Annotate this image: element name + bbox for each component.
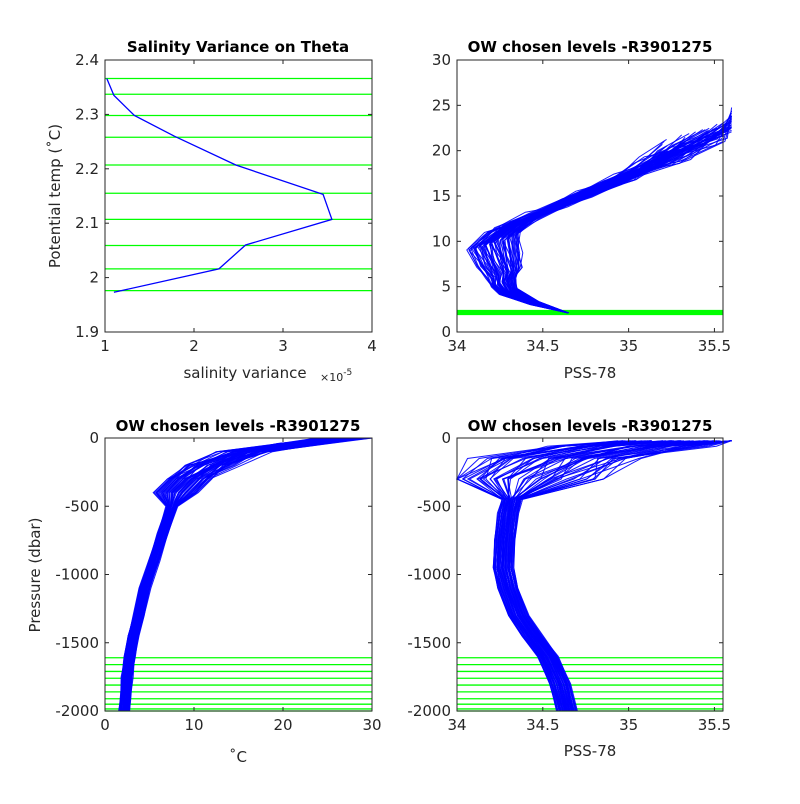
y-tick-label: -500 xyxy=(417,497,451,515)
series-line xyxy=(513,120,732,314)
axes-box xyxy=(104,59,373,333)
series-line xyxy=(503,440,701,712)
y-tick-label: 2.2 xyxy=(75,160,99,178)
x-tick-label: 20 xyxy=(273,716,292,734)
y-tick-label: -2000 xyxy=(55,702,99,720)
x-tick-label: 34.5 xyxy=(526,337,559,355)
series-line xyxy=(505,440,732,712)
plot-area xyxy=(105,437,373,712)
x-tick-label: 2 xyxy=(189,337,199,355)
ticks: 0 10 20 30 -2000 -1500 -1000 -500 0 xyxy=(55,429,381,734)
x-tick-label: 35 xyxy=(619,716,638,734)
x-axis-label: salinity variance xyxy=(183,364,306,382)
ticks: 34 34.5 35 35.5 -2000 -1500 -1000 -500 0 xyxy=(407,429,731,734)
y-tick-label: 20 xyxy=(432,142,451,160)
ticks: 1 2 3 4 1.9 2 2.1 2.2 2.3 2.4 xyxy=(75,51,377,355)
chart-title: OW chosen levels -R3901275 xyxy=(468,38,713,56)
panel-salinity-pressure: OW chosen levels -R3901275 34 34.5 35 35.5 -… xyxy=(407,417,732,760)
series-line xyxy=(513,440,732,712)
y-axis-label: Potential temp (˚C) xyxy=(46,124,64,268)
y-tick-label: 0 xyxy=(89,429,99,447)
x-tick-label: 34.5 xyxy=(526,716,559,734)
y-tick-label: -1000 xyxy=(407,566,451,584)
panel-temperature-pressure: OW chosen levels -R3901275 0 10 20 30 -2000 -… xyxy=(26,417,382,766)
x-tick-label: 1 xyxy=(100,337,110,355)
y-tick-label: -1000 xyxy=(55,566,99,584)
y-tick-label: 1.9 xyxy=(75,323,99,341)
y-tick-label: 10 xyxy=(432,232,451,250)
x-tick-label: 35.5 xyxy=(698,716,731,734)
y-tick-label: -2000 xyxy=(407,702,451,720)
y-tick-label: 5 xyxy=(441,278,451,296)
series-line xyxy=(479,440,648,712)
x-axis-label: PSS-78 xyxy=(564,742,617,760)
x-tick-label: 34 xyxy=(447,337,466,355)
series-line xyxy=(492,135,718,314)
x-tick-label: 30 xyxy=(362,716,381,734)
x-tick-label: 10 xyxy=(184,716,203,734)
plot-area xyxy=(105,77,372,293)
ticks: 34 34.5 35 35.5 0 5 10 15 20 25 30 xyxy=(432,51,731,355)
y-tick-label: 25 xyxy=(432,96,451,114)
series-line xyxy=(513,118,733,314)
series-line xyxy=(128,437,370,712)
chart-title: OW chosen levels -R3901275 xyxy=(116,417,361,435)
x-exponent-label: ×10-5 xyxy=(320,368,352,384)
chart-title: OW chosen levels -R3901275 xyxy=(468,417,713,435)
y-tick-label: 2.1 xyxy=(75,214,99,232)
y-tick-label: -1500 xyxy=(407,634,451,652)
series-line xyxy=(499,440,681,712)
y-tick-label: 0 xyxy=(441,323,451,341)
x-tick-label: 34 xyxy=(447,716,466,734)
series-line xyxy=(106,78,333,293)
x-exponent-base: ×10 xyxy=(320,371,343,384)
y-tick-label: 30 xyxy=(432,51,451,69)
panel-salinity-variance: Salinity Variance on Theta 1 2 3 4 1.9 2 2.1 2.… xyxy=(46,38,377,384)
y-tick-label: 15 xyxy=(432,187,451,205)
y-tick-label: -1500 xyxy=(55,634,99,652)
plot-area xyxy=(455,440,732,712)
panel-theta-salinity: OW chosen levels -R3901275 34 34.5 35 35.5 0… xyxy=(432,38,733,382)
series-line xyxy=(504,440,715,712)
y-tick-label: -500 xyxy=(65,497,99,515)
x-exponent-power: -5 xyxy=(343,368,352,378)
x-axis-label: ˚C xyxy=(229,748,247,766)
y-axis-label: Pressure (dbar) xyxy=(26,518,44,633)
series-line xyxy=(510,440,732,712)
x-axis-label: PSS-78 xyxy=(564,364,617,382)
series-line xyxy=(493,440,664,712)
plot-area xyxy=(457,107,733,316)
x-tick-label: 35 xyxy=(619,337,638,355)
series-line xyxy=(508,440,732,712)
x-tick-label: 35.5 xyxy=(698,337,731,355)
x-tick-label: 3 xyxy=(278,337,288,355)
y-tick-label: 0 xyxy=(441,429,451,447)
chart-title: Salinity Variance on Theta xyxy=(127,38,349,56)
y-tick-label: 2 xyxy=(89,269,99,287)
y-tick-label: 2.4 xyxy=(75,51,99,69)
y-tick-label: 2.3 xyxy=(75,105,99,123)
x-tick-label: 4 xyxy=(367,337,377,355)
x-tick-label: 0 xyxy=(100,716,110,734)
